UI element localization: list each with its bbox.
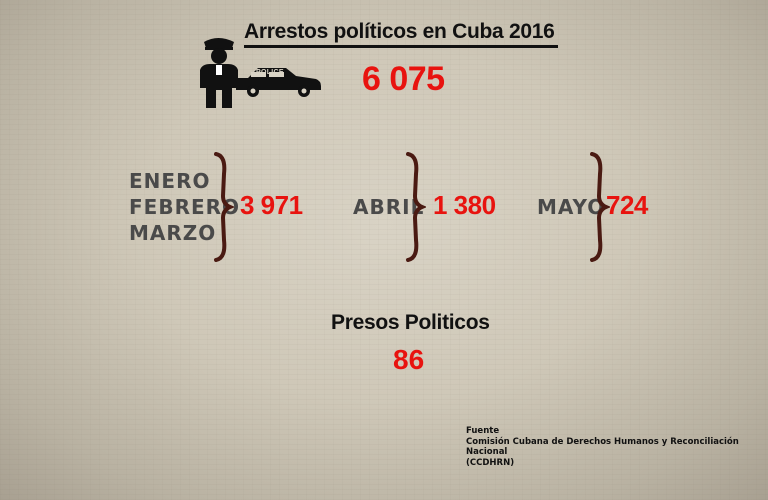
brace-icon: [214, 152, 234, 262]
brace-icon: [406, 152, 426, 262]
month-label: MAYO: [537, 195, 606, 219]
police-icon-group: POLICE: [200, 38, 321, 108]
brace-icon: [590, 152, 610, 262]
source-org: Comisión Cubana de Derechos Humanos y Re…: [466, 436, 739, 458]
total-arrests-value: 6 075: [362, 60, 445, 98]
political-prisoners-value: 86: [393, 344, 425, 375]
source-label: Fuente: [466, 426, 500, 436]
month-label: ENERO: [129, 169, 211, 193]
months-q1: ENERO FEBRERO MARZO: [129, 168, 240, 246]
month-label: ABRIL: [353, 195, 425, 219]
source-note: Fuente Comisión Cubana de Derechos Human…: [466, 426, 768, 468]
source-acronym: (CCDHRN): [466, 457, 515, 468]
police-car-text: POLICE: [256, 69, 284, 76]
month-label: MARZO: [129, 221, 217, 245]
month-label: FEBRERO: [129, 195, 241, 219]
political-prisoners-label: Presos Politicos: [331, 311, 490, 334]
period-value-q1: 3 971: [240, 190, 303, 220]
months-april: ABRIL: [353, 194, 424, 220]
police-car-icon: POLICE: [236, 68, 321, 97]
page-title: Arrestos políticos en Cuba 2016: [244, 20, 559, 48]
months-may: MAYO: [537, 194, 605, 220]
police-officer-icon: [200, 38, 238, 108]
period-value-april: 1 380: [433, 190, 496, 220]
period-value-may: 724: [606, 190, 648, 220]
